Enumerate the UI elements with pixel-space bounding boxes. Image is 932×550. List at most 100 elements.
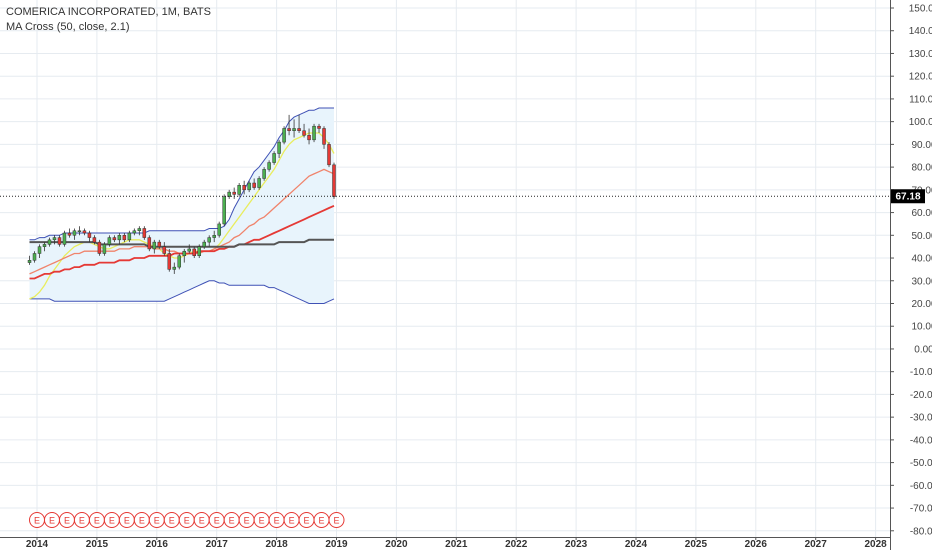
bollinger-band (29, 107, 335, 304)
candle-body (222, 196, 226, 225)
candle-body (187, 248, 191, 252)
candle-body (127, 232, 132, 241)
price-tick-label: 40.00 (911, 254, 932, 265)
earnings-marker[interactable]: E (268, 512, 285, 528)
earnings-marker[interactable]: E (43, 512, 60, 528)
price-tick-label: 50.00 (911, 231, 932, 242)
candle (257, 176, 261, 190)
moving-average-lines (29, 132, 335, 300)
time-tick-label: 2021 (445, 539, 468, 550)
candle-body (297, 128, 301, 131)
earnings-marker[interactable]: E (29, 512, 45, 528)
price-tick-label: -30.00 (910, 413, 932, 424)
earnings-marker[interactable]: E (103, 512, 120, 528)
earnings-label: E (304, 516, 310, 526)
candle (147, 235, 152, 252)
candle-body (182, 250, 187, 257)
band-fill (29, 108, 334, 304)
earnings-label: E (214, 516, 220, 526)
price-tick-label: 100.00 (909, 117, 932, 128)
candle (122, 233, 127, 243)
earnings-marker[interactable]: E (163, 512, 180, 528)
time-tick-label: 2023 (565, 539, 588, 550)
candle-body (257, 178, 261, 188)
candle (272, 151, 276, 165)
candle (152, 239, 157, 254)
price-tick-label: 130.00 (909, 49, 932, 60)
earnings-marker[interactable]: E (148, 512, 165, 528)
last-price-tag-bg (891, 189, 925, 204)
earnings-marker[interactable]: E (133, 512, 150, 528)
candle (52, 235, 57, 245)
earnings-marker[interactable]: E (208, 512, 225, 528)
candle (192, 246, 196, 259)
candle (207, 235, 211, 247)
candle-body (117, 235, 122, 241)
candle (217, 221, 221, 238)
time-tick-label: 2017 (206, 539, 229, 550)
candle (42, 242, 47, 252)
candle (157, 239, 162, 249)
earnings-marker[interactable]: E (118, 512, 135, 528)
time-tick-label: 2025 (685, 539, 708, 550)
earnings-label: E (49, 516, 55, 526)
candle-body (37, 246, 42, 254)
candle-body (122, 235, 127, 241)
candle-body (87, 232, 92, 238)
time-tick-label: 2016 (146, 539, 169, 550)
candle (27, 255, 32, 265)
candle-body (52, 237, 57, 241)
candle (282, 126, 286, 145)
candle (202, 239, 206, 249)
price-axis[interactable]: 150.00 140.00 130.00 120.00 110.00 100.00 90.0… (890, 0, 932, 550)
candle-body (262, 169, 266, 179)
candle-body (277, 141, 281, 154)
earnings-marker[interactable]: E (283, 512, 300, 528)
price-tick-label: 0.00 (914, 344, 932, 355)
earnings-marker[interactable]: E (193, 512, 210, 528)
time-tick-label: 2022 (505, 539, 528, 550)
candle-body (92, 237, 97, 243)
earnings-marker[interactable]: E (223, 512, 240, 528)
earnings-label: E (124, 516, 130, 526)
price-tick-label: 80.00 (911, 163, 932, 174)
time-tick-label: 2026 (745, 539, 768, 550)
earnings-marker[interactable]: E (313, 512, 330, 528)
earnings-label: E (319, 516, 325, 526)
symbol-title[interactable]: COMERICA INCORPORATED, 1M, BATS (6, 6, 211, 18)
candle-body (232, 191, 236, 195)
last-price-tag-label: 67.18 (895, 192, 920, 203)
time-tick-label: 2019 (325, 539, 348, 550)
earnings-label: E (259, 516, 265, 526)
price-tick-label: -20.00 (910, 390, 932, 401)
price-tick-label: -80.00 (910, 526, 932, 537)
earnings-label: E (229, 516, 235, 526)
earnings-marker[interactable]: E (178, 512, 195, 528)
candle (92, 235, 97, 245)
time-axis[interactable]: 2014 2015 2016 2017 2018 2019 2020 2021 2022 2023… (0, 537, 890, 550)
earnings-marker[interactable]: E (58, 512, 75, 528)
candle (232, 187, 236, 199)
earnings-marker[interactable]: E (328, 512, 345, 528)
earnings-label: E (169, 516, 175, 526)
earnings-marker[interactable]: E (88, 512, 105, 528)
candle (267, 160, 271, 172)
earnings-marker[interactable]: E (298, 512, 315, 528)
candle (297, 114, 301, 134)
time-tick-label: 2014 (26, 539, 49, 550)
price-axis-background (890, 0, 932, 550)
indicator-label[interactable]: MA Cross (50, close, 2.1) (6, 21, 130, 33)
earnings-marker[interactable]: E (238, 512, 255, 528)
earnings-marker[interactable]: E (73, 512, 90, 528)
candle-body (242, 185, 246, 191)
time-tick-label: 2015 (86, 539, 109, 550)
candle-body (207, 237, 211, 243)
candle (62, 230, 67, 247)
earnings-marker[interactable]: E (253, 512, 270, 528)
candle (47, 237, 52, 247)
candle (312, 123, 316, 143)
candle (322, 126, 326, 149)
candle (82, 228, 87, 236)
